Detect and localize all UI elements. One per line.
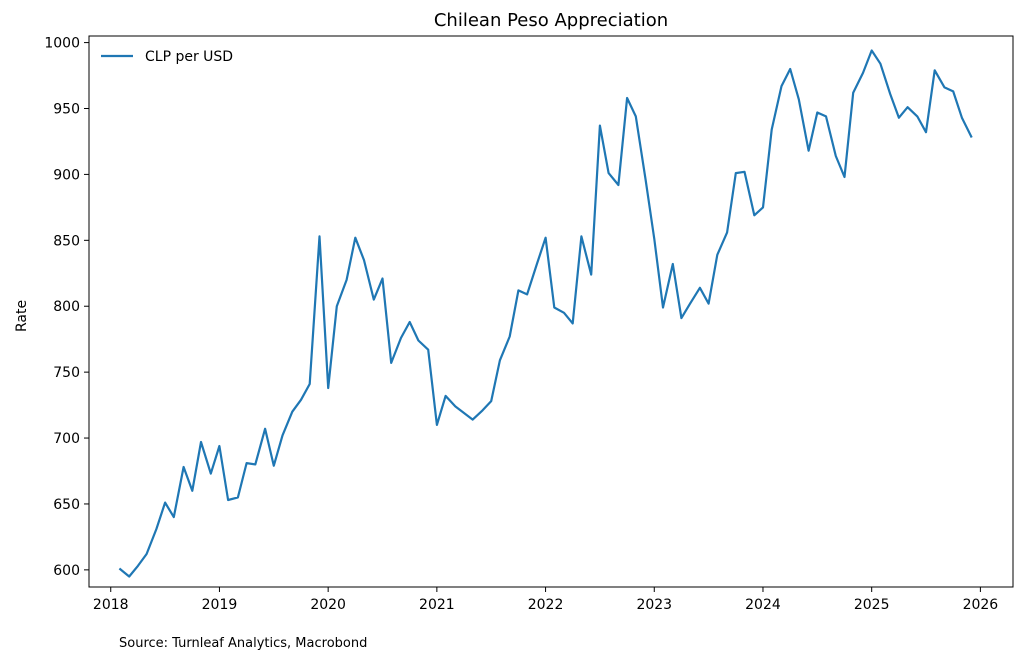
chart-title: Chilean Peso Appreciation — [434, 10, 668, 31]
y-tick-label: 600 — [53, 563, 80, 579]
x-tick-label: 2021 — [419, 597, 455, 613]
x-tick-label: 2019 — [202, 597, 238, 613]
y-tick-label: 650 — [53, 497, 80, 513]
y-tick-label: 950 — [53, 102, 80, 118]
x-tick-label: 2023 — [636, 597, 672, 613]
legend-label: CLP per USD — [145, 49, 233, 65]
source-note: Source: Turnleaf Analytics, Macrobond — [119, 636, 368, 651]
y-tick-label: 900 — [53, 167, 80, 183]
plot-frame — [88, 35, 1014, 588]
x-tick-label: 2022 — [528, 597, 564, 613]
plot-series — [118, 49, 973, 578]
series-line — [118, 49, 973, 578]
axis-ticks: 2018 2019 2020 2021 2022 2023 2024 2025 2026 600 6… — [44, 36, 998, 613]
y-tick-label: 850 — [53, 233, 80, 249]
x-tick-label: 2025 — [854, 597, 890, 613]
legend: CLP per USD — [101, 49, 233, 65]
y-tick-label: 1000 — [44, 36, 80, 52]
x-tick-label: 2026 — [963, 597, 999, 613]
y-tick-label: 750 — [53, 365, 80, 381]
x-tick-label: 2020 — [310, 597, 346, 613]
y-tick-label: 800 — [53, 299, 80, 315]
x-tick-label: 2018 — [93, 597, 129, 613]
y-tick-label: 700 — [53, 431, 80, 447]
x-tick-label: 2024 — [745, 597, 781, 613]
y-axis-label: Rate — [14, 300, 30, 332]
